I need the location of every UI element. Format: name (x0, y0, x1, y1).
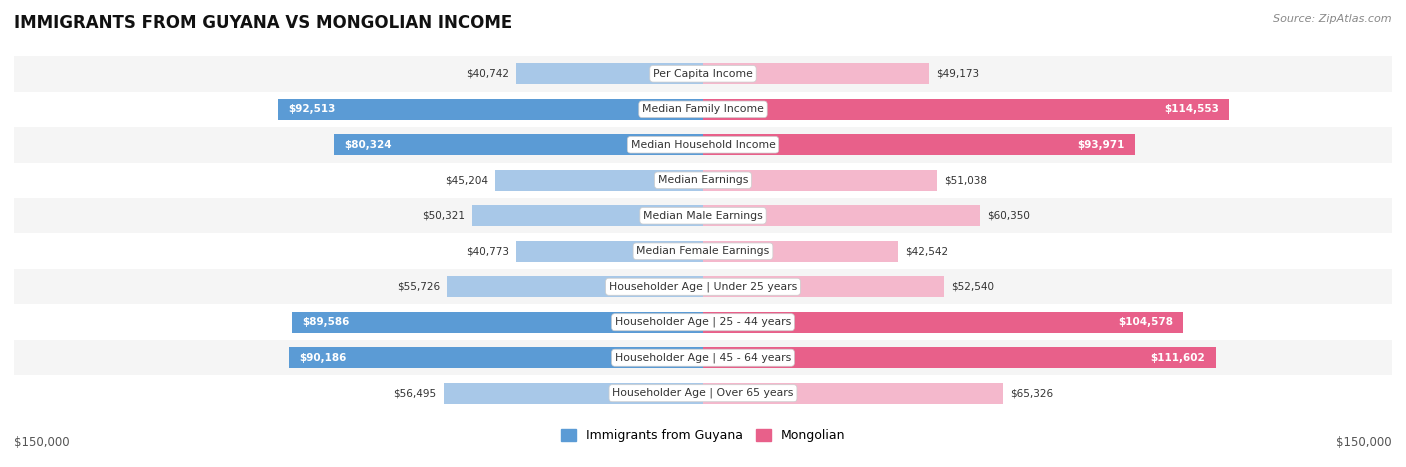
Text: $51,038: $51,038 (945, 175, 987, 185)
Bar (291, 311, 703, 333)
Bar (14, 127, 1392, 163)
Bar (14, 269, 1392, 304)
Bar (703, 311, 1184, 333)
Bar (495, 170, 703, 191)
Bar (335, 134, 703, 156)
Bar (14, 198, 1392, 234)
Bar (703, 205, 980, 226)
Text: $42,542: $42,542 (905, 246, 949, 256)
Bar (703, 63, 929, 85)
Bar (14, 304, 1392, 340)
Bar (703, 382, 1002, 404)
Text: Per Capita Income: Per Capita Income (652, 69, 754, 79)
Bar (447, 276, 703, 297)
Bar (14, 234, 1392, 269)
Text: $65,326: $65,326 (1010, 388, 1053, 398)
Bar (703, 276, 945, 297)
Bar (472, 205, 703, 226)
Text: $80,324: $80,324 (344, 140, 392, 150)
Bar (14, 56, 1392, 92)
Text: Median Household Income: Median Household Income (630, 140, 776, 150)
Text: Median Female Earnings: Median Female Earnings (637, 246, 769, 256)
Text: Householder Age | Under 25 years: Householder Age | Under 25 years (609, 282, 797, 292)
Text: $60,350: $60,350 (987, 211, 1031, 221)
Text: IMMIGRANTS FROM GUYANA VS MONGOLIAN INCOME: IMMIGRANTS FROM GUYANA VS MONGOLIAN INCO… (14, 14, 512, 32)
Text: $45,204: $45,204 (446, 175, 488, 185)
Text: $150,000: $150,000 (14, 436, 70, 449)
Text: Householder Age | Over 65 years: Householder Age | Over 65 years (612, 388, 794, 398)
Text: Median Earnings: Median Earnings (658, 175, 748, 185)
Text: Source: ZipAtlas.com: Source: ZipAtlas.com (1274, 14, 1392, 24)
Text: Householder Age | 45 - 64 years: Householder Age | 45 - 64 years (614, 353, 792, 363)
Text: Householder Age | 25 - 44 years: Householder Age | 25 - 44 years (614, 317, 792, 327)
Text: $92,513: $92,513 (288, 104, 336, 114)
Text: $50,321: $50,321 (422, 211, 465, 221)
Bar (703, 170, 938, 191)
Bar (703, 241, 898, 262)
Text: $55,726: $55,726 (396, 282, 440, 292)
Bar (14, 340, 1392, 375)
Bar (14, 163, 1392, 198)
Bar (516, 63, 703, 85)
Text: $93,971: $93,971 (1077, 140, 1125, 150)
Text: $56,495: $56,495 (394, 388, 437, 398)
Text: $114,553: $114,553 (1164, 104, 1219, 114)
Bar (703, 99, 1229, 120)
Text: Median Family Income: Median Family Income (643, 104, 763, 114)
Text: Median Male Earnings: Median Male Earnings (643, 211, 763, 221)
Legend: Immigrants from Guyana, Mongolian: Immigrants from Guyana, Mongolian (555, 425, 851, 447)
Text: $52,540: $52,540 (952, 282, 994, 292)
Bar (278, 99, 703, 120)
Bar (703, 134, 1135, 156)
Bar (516, 241, 703, 262)
Text: $90,186: $90,186 (299, 353, 346, 363)
Bar (703, 347, 1216, 368)
Bar (14, 375, 1392, 411)
Bar (288, 347, 703, 368)
Text: $104,578: $104,578 (1118, 317, 1173, 327)
Bar (14, 92, 1392, 127)
Text: $111,602: $111,602 (1150, 353, 1205, 363)
Text: $150,000: $150,000 (1336, 436, 1392, 449)
Text: $40,742: $40,742 (465, 69, 509, 79)
Text: $40,773: $40,773 (465, 246, 509, 256)
Bar (443, 382, 703, 404)
Text: $89,586: $89,586 (302, 317, 349, 327)
Text: $49,173: $49,173 (936, 69, 979, 79)
